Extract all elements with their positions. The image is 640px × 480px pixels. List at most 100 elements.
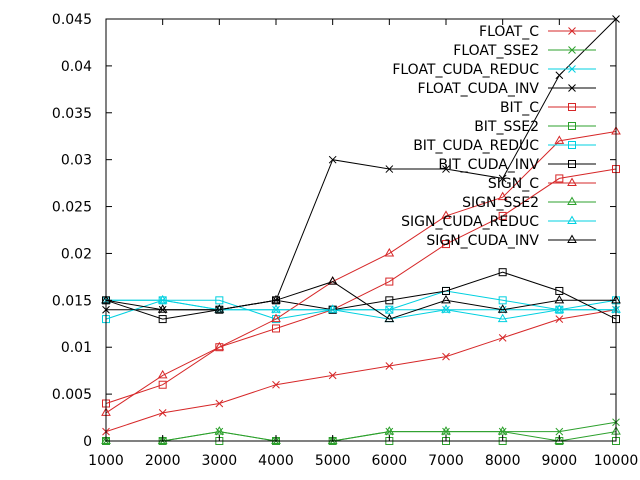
data-point [384, 247, 395, 257]
data-point [158, 380, 167, 389]
data-point [568, 65, 576, 73]
data-point [441, 426, 451, 435]
x-tick-label: 8000 [485, 453, 521, 469]
legend-label: SIGN_CUDA_REDUC [401, 214, 539, 230]
data-point [215, 399, 224, 408]
data-point [272, 380, 280, 389]
data-point [327, 276, 338, 285]
data-point [327, 435, 338, 444]
data-point [157, 304, 168, 313]
plot-frame [105, 18, 617, 442]
data-point [271, 304, 281, 313]
data-point [442, 240, 450, 249]
data-point [384, 426, 395, 435]
data-point [568, 160, 576, 168]
legend-label: BIT_CUDA_REDUC [413, 138, 539, 154]
legend-entry: FLOAT_CUDA_REDUC [392, 62, 596, 78]
x-tick-label: 3000 [202, 453, 238, 469]
data-point [554, 304, 565, 313]
data-point [158, 315, 167, 324]
data-point [568, 46, 576, 54]
legend-label: FLOAT_SSE2 [453, 43, 539, 59]
series-sign-cuda-reduc [101, 294, 621, 323]
legend-entry: FLOAT_C [479, 24, 596, 40]
data-point [497, 313, 508, 323]
data-point [384, 313, 395, 323]
data-point [271, 313, 281, 323]
legend-entry: SIGN_C [488, 176, 596, 192]
data-point [498, 268, 507, 277]
data-point [441, 210, 451, 219]
series-line [106, 18, 617, 311]
y-tick-label: 0.04 [61, 59, 92, 75]
y-tick-label: 0.025 [52, 200, 92, 216]
data-point [555, 286, 564, 295]
legend-label: BIT_SSE2 [474, 119, 539, 135]
legend-label: BIT_CUDA_INV [438, 157, 539, 173]
data-point [271, 435, 281, 444]
data-point [385, 305, 394, 314]
data-point [271, 294, 281, 304]
y-tick-label: 0.005 [52, 387, 92, 403]
data-point [497, 191, 508, 201]
series-float-cuda-inv [102, 15, 620, 314]
data-point [157, 435, 168, 444]
series-line [106, 431, 617, 442]
data-point [385, 362, 394, 370]
data-point [498, 333, 507, 342]
legend-label: FLOAT_C [479, 24, 539, 40]
x-tick-label: 7000 [428, 453, 464, 469]
legend-entry: BIT_CUDA_INV [438, 157, 596, 173]
legend-label: SIGN_CUDA_INV [426, 233, 539, 249]
data-point [567, 215, 577, 224]
data-point [328, 155, 337, 164]
legend-entry: BIT_C [500, 100, 596, 116]
y-tick-label: 0 [83, 434, 92, 450]
legend-label: FLOAT_CUDA_REDUC [392, 62, 539, 78]
series-line [105, 281, 616, 320]
legend-label: FLOAT_CUDA_INV [418, 81, 540, 97]
data-point [158, 409, 167, 417]
data-point [568, 141, 576, 149]
series-line [105, 271, 617, 320]
data-point [555, 71, 564, 80]
series-line [105, 309, 617, 433]
data-point [554, 294, 565, 304]
legend-label: SIGN_C [488, 176, 539, 192]
data-point [214, 304, 225, 313]
data-point [555, 427, 564, 436]
data-point [567, 234, 577, 243]
data-point [497, 426, 508, 435]
data-point [441, 294, 451, 304]
x-tick-label: 1000 [88, 453, 124, 469]
legend-entry: BIT_CUDA_REDUC [413, 138, 596, 154]
legend-entry: FLOAT_CUDA_INV [418, 81, 596, 97]
data-point [442, 352, 450, 361]
x-tick-label: 6000 [372, 453, 408, 469]
data-point [328, 371, 337, 380]
x-tick-label: 2000 [145, 453, 181, 469]
data-point [497, 304, 508, 313]
data-point [442, 286, 450, 295]
data-point [215, 296, 224, 305]
data-point [272, 324, 280, 333]
data-point [555, 174, 564, 183]
plot-marks [101, 15, 621, 445]
legend-entry: SIGN_CUDA_INV [426, 233, 596, 249]
data-point [568, 27, 576, 35]
data-point [498, 174, 507, 183]
data-point [555, 315, 564, 323]
data-point [554, 135, 565, 144]
data-point [101, 435, 111, 444]
legend-entry: SIGN_SSE2 [462, 195, 596, 211]
data-point [567, 196, 577, 205]
y-tick-label: 0.02 [61, 246, 92, 262]
data-point [568, 122, 576, 130]
data-point [498, 211, 507, 220]
data-point [157, 294, 168, 304]
data-point [157, 369, 168, 379]
legend-entry: SIGN_CUDA_REDUC [401, 214, 596, 230]
data-point [327, 304, 338, 313]
y-tick-label: 0.045 [52, 12, 92, 28]
